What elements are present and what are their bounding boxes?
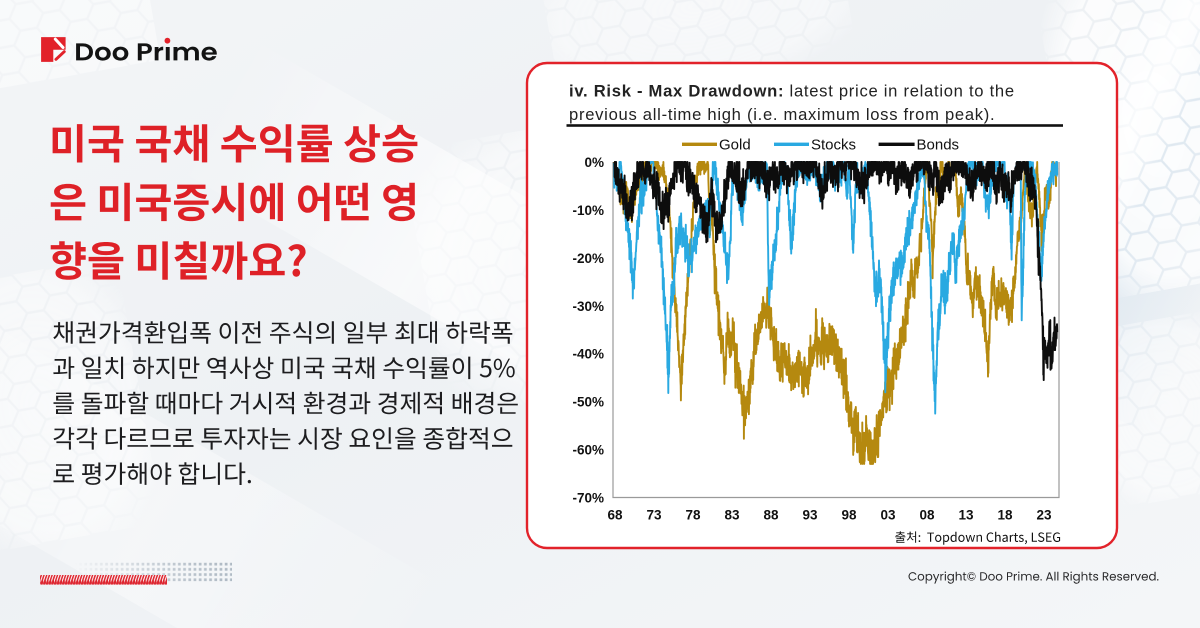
svg-text:iv. Risk - Max Drawdown: lates: iv. Risk - Max Drawdown: latest price in… (569, 82, 1015, 101)
svg-text:-70%: -70% (572, 491, 604, 506)
svg-text:Bonds: Bonds (917, 137, 960, 154)
svg-text:18: 18 (997, 508, 1013, 523)
svg-text:13: 13 (958, 508, 974, 523)
svg-text:23: 23 (1036, 508, 1052, 523)
svg-text:previous all-time high (i.e. m: previous all-time high (i.e. maximum los… (569, 105, 995, 124)
svg-text:-60%: -60% (572, 443, 604, 458)
svg-text:03: 03 (880, 508, 896, 523)
svg-text:88: 88 (763, 508, 779, 523)
svg-text:-50%: -50% (572, 395, 604, 410)
svg-text:Stocks: Stocks (811, 137, 856, 154)
svg-text:-10%: -10% (572, 203, 604, 218)
svg-text:-40%: -40% (572, 347, 604, 362)
svg-text:73: 73 (646, 508, 662, 523)
svg-text:93: 93 (802, 508, 818, 523)
svg-text:08: 08 (919, 508, 935, 523)
svg-text:-30%: -30% (572, 299, 604, 314)
svg-text:98: 98 (841, 508, 857, 523)
svg-text:68: 68 (607, 508, 623, 523)
svg-text:78: 78 (685, 508, 701, 523)
svg-text:Gold: Gold (719, 137, 751, 154)
svg-text:-20%: -20% (572, 251, 604, 266)
svg-text:0%: 0% (584, 155, 604, 170)
svg-text:83: 83 (724, 508, 740, 523)
